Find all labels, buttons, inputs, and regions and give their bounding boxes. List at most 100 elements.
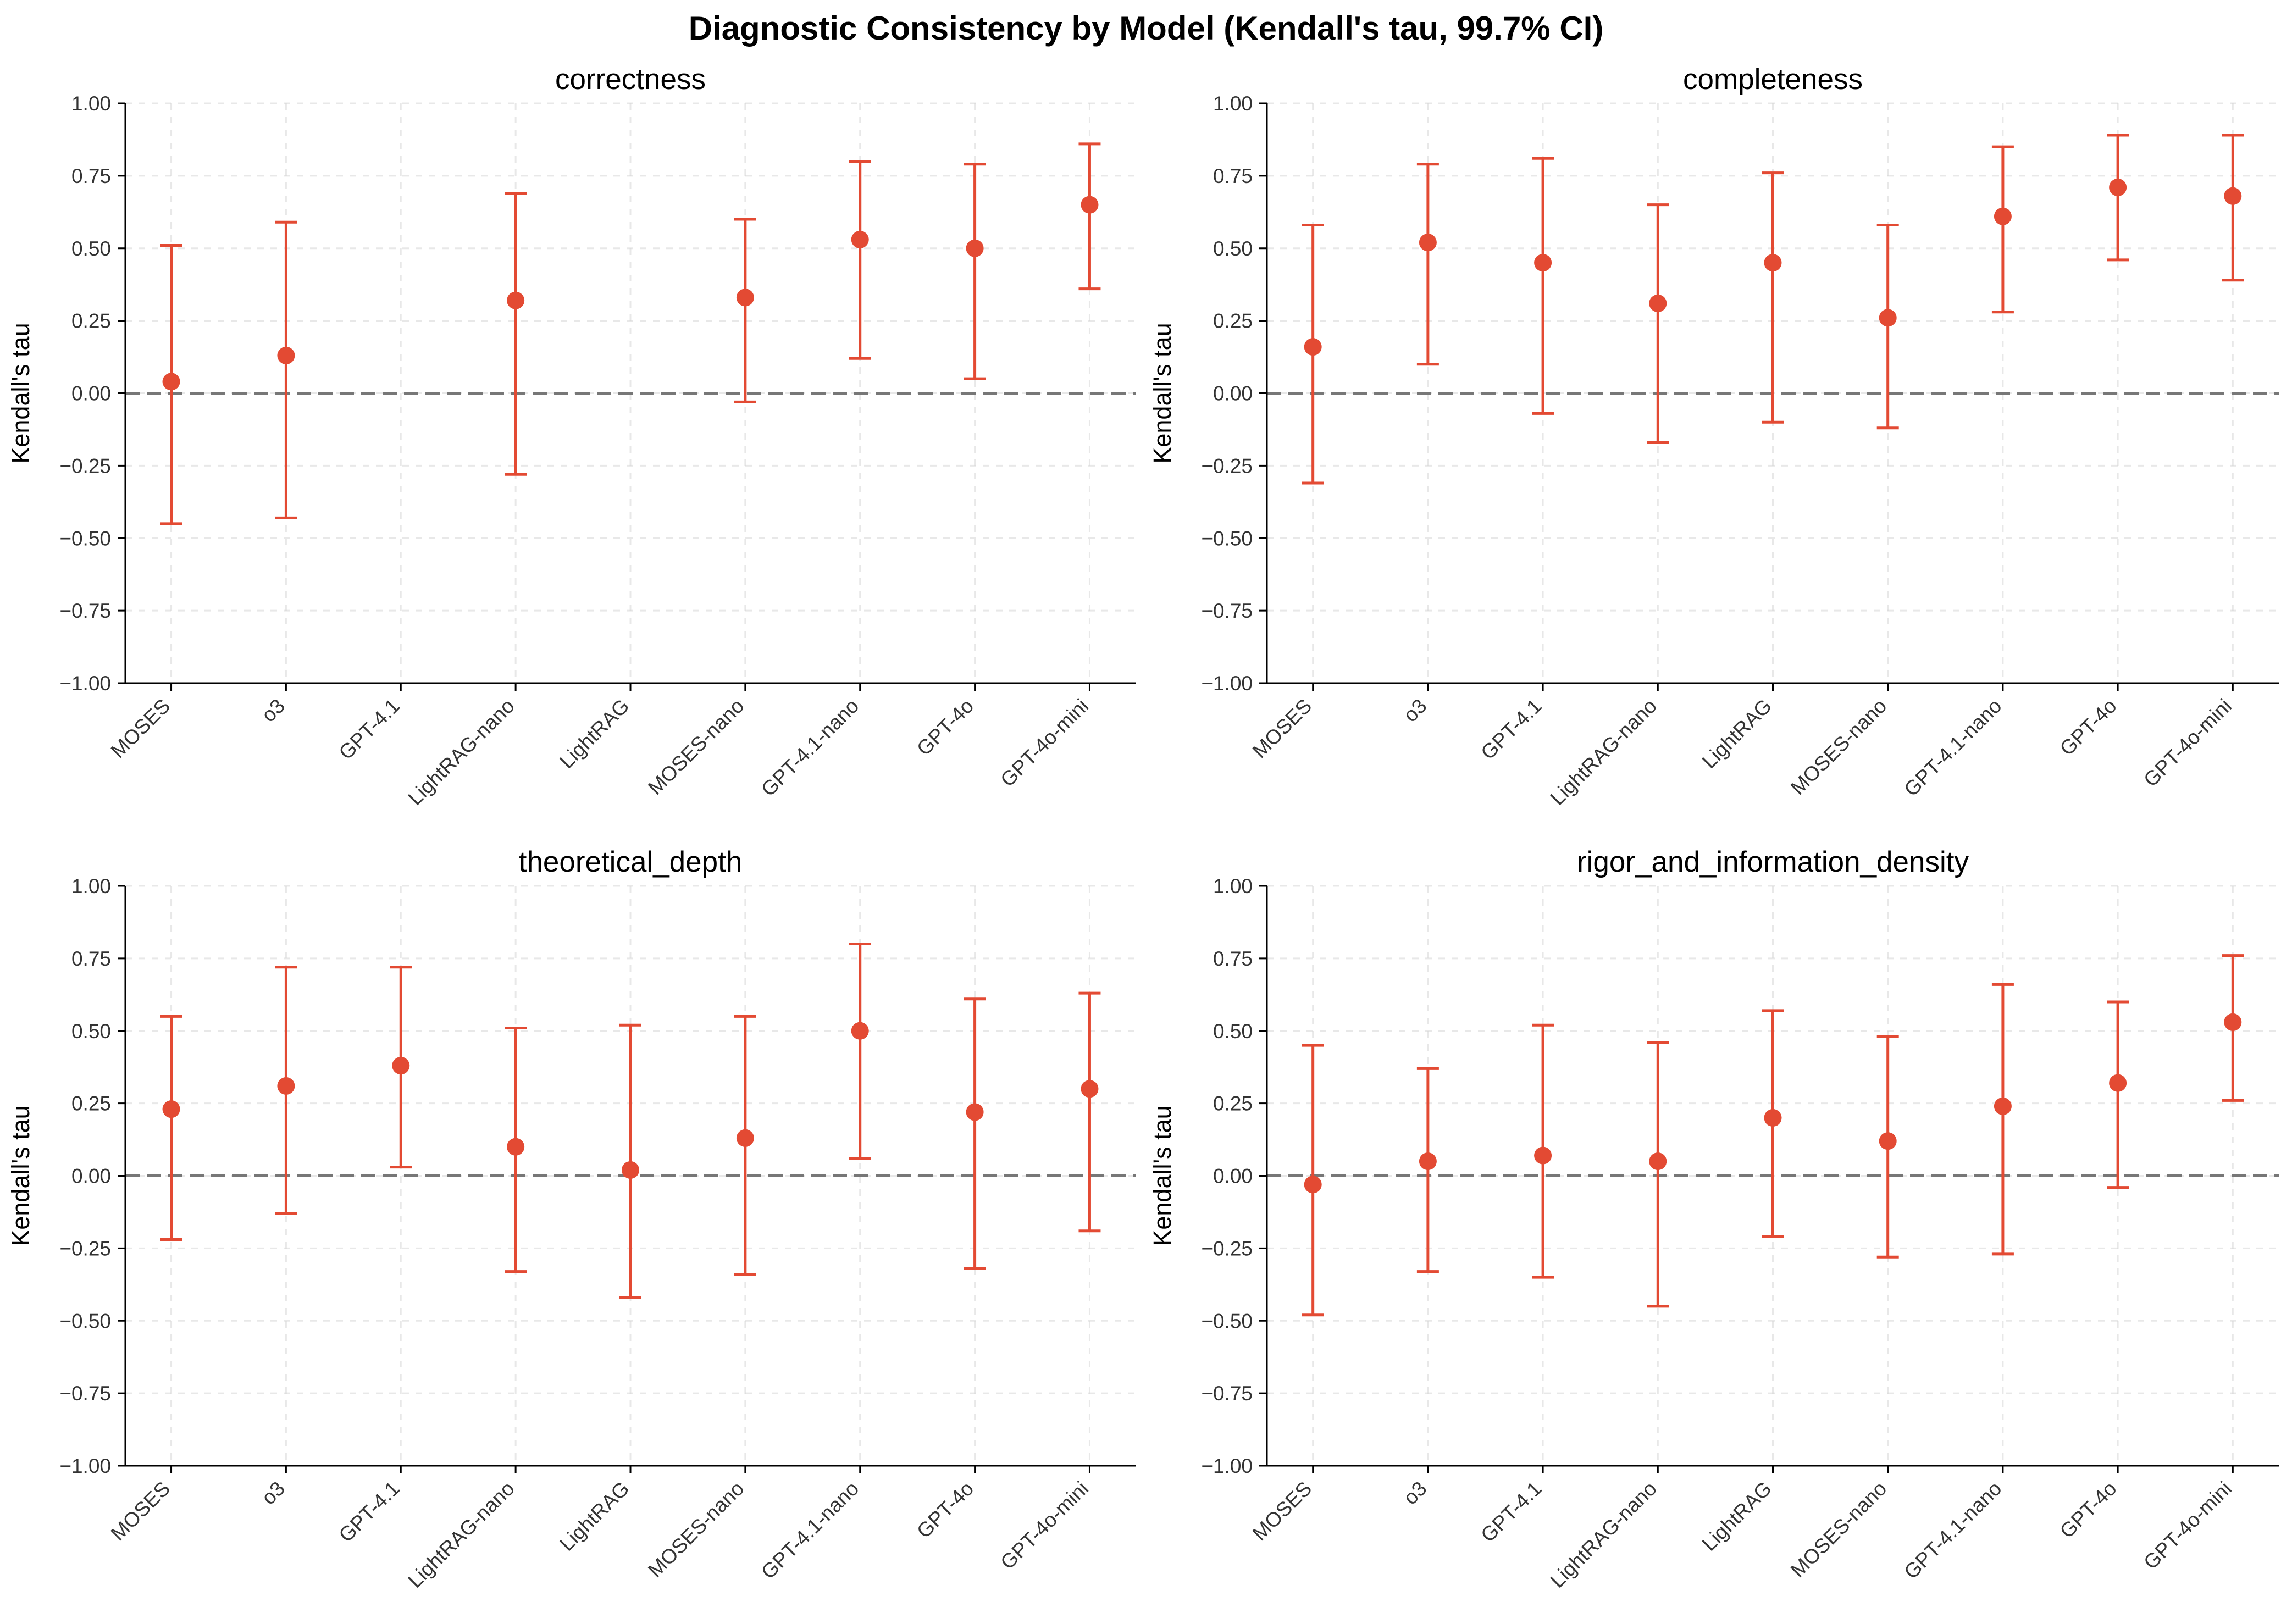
x-tick-label: GPT-4.1-nano bbox=[1900, 1477, 2006, 1583]
y-tick-label: 0.50 bbox=[71, 1020, 111, 1043]
x-tick-label: LightRAG bbox=[555, 695, 633, 773]
x-tick-label: GPT-4.1-nano bbox=[757, 695, 863, 801]
error-bar-lightrag bbox=[1762, 171, 1784, 424]
y-tick-label: 0.50 bbox=[1213, 237, 1253, 260]
data-point bbox=[2109, 1074, 2127, 1092]
y-tick-label: −0.50 bbox=[59, 1310, 111, 1332]
x-tick-label: o3 bbox=[257, 1477, 289, 1509]
y-tick-label: −0.25 bbox=[59, 455, 111, 477]
subplot-correctness: −1.00 −0.75 −0.50 −0.25 0.00 0.25 0.50 0.75 1.00… bbox=[7, 63, 1136, 810]
error-bar-gpt-4.1-nano bbox=[1991, 983, 2014, 1256]
y-tick-label: −0.25 bbox=[1201, 455, 1253, 477]
x-tick-label: LightRAG bbox=[1698, 1477, 1776, 1555]
x-tick-label: MOSES-nano bbox=[644, 695, 748, 799]
y-tick-label: 0.25 bbox=[71, 310, 111, 332]
error-bar-o3 bbox=[1416, 1067, 1439, 1273]
data-point bbox=[1764, 254, 1782, 272]
x-tick-label: o3 bbox=[257, 695, 289, 727]
y-tick-label: 1.00 bbox=[71, 92, 111, 115]
data-point bbox=[736, 1129, 754, 1147]
y-tick-label: 0.00 bbox=[1213, 383, 1253, 405]
data-point bbox=[966, 239, 984, 257]
y-tick-label: 0.00 bbox=[71, 383, 111, 405]
data-point bbox=[1081, 196, 1099, 214]
data-point bbox=[622, 1161, 639, 1179]
subplot-title: theoretical_depth bbox=[519, 846, 743, 878]
data-point bbox=[1879, 1132, 1897, 1150]
error-bar-gpt-4o bbox=[964, 997, 986, 1270]
x-tick-label: MOSES bbox=[1248, 1477, 1316, 1545]
data-point bbox=[1304, 1176, 1322, 1194]
data-point bbox=[1879, 309, 1897, 327]
error-bar-lightrag-nano bbox=[1647, 1041, 1669, 1308]
error-bar-lightrag-nano bbox=[505, 1026, 527, 1273]
error-bar-gpt-4.1-nano bbox=[849, 160, 871, 360]
data-point bbox=[851, 1022, 869, 1040]
x-tick-label: LightRAG bbox=[1698, 695, 1776, 773]
x-tick-label: o3 bbox=[1399, 695, 1431, 727]
data-point bbox=[1764, 1109, 1782, 1127]
y-axis-label: Kendall's tau bbox=[7, 1105, 35, 1246]
data-point bbox=[1304, 338, 1322, 356]
error-bar-gpt-4.1-nano bbox=[849, 943, 871, 1160]
x-tick-label: GPT-4.1 bbox=[335, 1477, 404, 1547]
error-bar-moses-nano bbox=[734, 1015, 756, 1276]
error-bar-lightrag bbox=[1762, 1009, 1784, 1238]
error-bar-moses bbox=[1302, 224, 1324, 485]
x-tick-label: o3 bbox=[1399, 1477, 1431, 1509]
y-axis-label: Kendall's tau bbox=[1148, 323, 1176, 463]
subplot-theoretical-depth: −1.00 −0.75 −0.50 −0.25 0.00 0.25 0.50 0.75 1.00… bbox=[7, 846, 1136, 1592]
x-tick-label: GPT-4o bbox=[2056, 695, 2121, 760]
error-bar-gpt-4o-mini bbox=[2222, 134, 2244, 282]
data-point bbox=[2109, 178, 2127, 196]
x-tick-label: GPT-4o bbox=[912, 1477, 978, 1543]
data-point bbox=[162, 1100, 180, 1118]
error-bar-o3 bbox=[275, 966, 297, 1215]
data-point bbox=[392, 1057, 410, 1075]
subplot-grid: −1.00 −0.75 −0.50 −0.25 0.00 0.25 0.50 0.75 1.00… bbox=[7, 63, 2279, 1592]
data-point bbox=[1081, 1080, 1099, 1098]
x-tick-label: GPT-4.1 bbox=[1476, 1477, 1546, 1547]
x-tick-label: MOSES-nano bbox=[1786, 695, 1891, 799]
y-tick-label: 0.25 bbox=[1213, 1093, 1253, 1115]
y-tick-label: 0.75 bbox=[1213, 947, 1253, 970]
data-point bbox=[851, 230, 869, 248]
error-bar-moses bbox=[160, 243, 182, 525]
error-bar-moses bbox=[1302, 1044, 1324, 1317]
x-tick-label: LightRAG-nano bbox=[403, 695, 518, 810]
y-tick-label: 0.25 bbox=[71, 1093, 111, 1115]
data-point bbox=[277, 1077, 295, 1095]
x-tick-label: LightRAG-nano bbox=[403, 1477, 518, 1592]
error-bar-gpt-4o bbox=[964, 163, 986, 380]
data-point bbox=[2224, 1013, 2242, 1031]
data-point bbox=[507, 291, 525, 309]
data-point bbox=[1994, 207, 2012, 225]
y-tick-label: −0.75 bbox=[59, 600, 111, 622]
x-tick-label: GPT-4.1-nano bbox=[757, 1477, 863, 1583]
error-bar-gpt-4.1-nano bbox=[1991, 145, 2014, 314]
error-bar-gpt-4.1 bbox=[390, 966, 412, 1169]
data-point bbox=[1419, 1152, 1437, 1171]
error-bar-gpt-4o-mini bbox=[1078, 991, 1101, 1233]
x-tick-label: GPT-4.1-nano bbox=[1900, 695, 2006, 801]
data-point bbox=[1534, 254, 1552, 272]
error-bar-gpt-4.1 bbox=[1532, 1023, 1554, 1279]
y-tick-label: 1.00 bbox=[1213, 875, 1253, 897]
subplot-title: completeness bbox=[1683, 63, 1863, 96]
subplot-title: correctness bbox=[555, 63, 706, 96]
x-tick-label: MOSES bbox=[1248, 695, 1316, 762]
x-tick-label: GPT-4o-mini bbox=[2139, 695, 2236, 791]
data-point bbox=[1534, 1146, 1552, 1165]
x-tick-label: MOSES-nano bbox=[644, 1477, 748, 1582]
data-point bbox=[736, 289, 754, 307]
error-bar-o3 bbox=[1416, 163, 1439, 366]
y-tick-label: 0.75 bbox=[1213, 165, 1253, 187]
x-tick-label: MOSES-nano bbox=[1786, 1477, 1891, 1582]
y-tick-label: 0.50 bbox=[71, 237, 111, 260]
error-bar-lightrag-nano bbox=[1647, 203, 1669, 444]
data-point bbox=[1994, 1097, 2012, 1115]
data-point bbox=[507, 1138, 525, 1156]
y-tick-label: 0.75 bbox=[71, 947, 111, 970]
y-tick-label: −0.75 bbox=[1201, 1382, 1253, 1405]
data-point bbox=[162, 373, 180, 391]
